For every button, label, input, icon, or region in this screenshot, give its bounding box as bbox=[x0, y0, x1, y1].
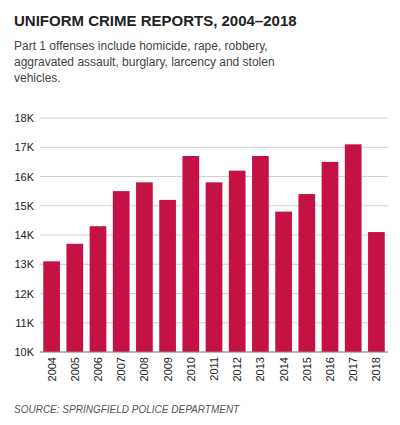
x-tick-label: 2004 bbox=[46, 357, 58, 381]
source: SOURCE: SPRINGFIELD POLICE DEPARTMENT bbox=[14, 404, 240, 415]
x-tick-label: 2010 bbox=[185, 357, 197, 381]
bar bbox=[206, 182, 223, 352]
x-tick-label: 2009 bbox=[162, 357, 174, 381]
x-tick-label: 2017 bbox=[347, 357, 359, 381]
chart: UNIFORM CRIME REPORTS, 2004–2018 Part 1 o… bbox=[0, 0, 400, 425]
y-tick-label: 12K bbox=[14, 288, 34, 300]
y-tick-label: 17K bbox=[14, 141, 34, 153]
x-tick-label: 2007 bbox=[115, 357, 127, 381]
x-tick-label: 2015 bbox=[301, 357, 313, 381]
bar bbox=[182, 156, 199, 352]
y-tick-label: 16K bbox=[14, 171, 34, 183]
grid-line bbox=[40, 352, 388, 353]
grid-line bbox=[40, 118, 388, 119]
x-tick-label: 2012 bbox=[231, 357, 243, 381]
title: UNIFORM CRIME REPORTS, 2004–2018 bbox=[14, 12, 297, 29]
x-tick-label: 2018 bbox=[370, 357, 382, 381]
bar bbox=[66, 244, 83, 352]
bar bbox=[43, 261, 60, 352]
x-tick-label: 2006 bbox=[92, 357, 104, 381]
x-tick-label: 2014 bbox=[278, 357, 290, 381]
x-axis-line bbox=[40, 352, 388, 353]
x-tick-label: 2008 bbox=[138, 357, 150, 381]
bar bbox=[90, 226, 107, 352]
bar bbox=[275, 212, 292, 352]
y-tick-label: 11K bbox=[15, 317, 34, 329]
y-tick-label: 10K bbox=[14, 346, 34, 358]
y-tick-label: 14K bbox=[14, 229, 34, 241]
bar bbox=[229, 171, 246, 352]
bar bbox=[136, 182, 153, 352]
x-tick-label: 2016 bbox=[324, 357, 336, 381]
x-tick-label: 2011 bbox=[208, 357, 220, 381]
bar bbox=[159, 200, 176, 352]
bar bbox=[252, 156, 269, 352]
grid bbox=[40, 118, 388, 352]
y-tick-label: 18K bbox=[14, 112, 34, 124]
bar bbox=[113, 191, 130, 352]
grid-line bbox=[40, 147, 388, 148]
x-tick-label: 2005 bbox=[69, 357, 81, 381]
bar bbox=[322, 162, 339, 352]
bar bbox=[345, 144, 362, 352]
y-tick-label: 15K bbox=[14, 200, 34, 212]
bar bbox=[368, 232, 385, 352]
bar bbox=[298, 194, 315, 352]
subtitle: Part 1 offenses include homicide, rape, … bbox=[14, 39, 275, 85]
x-tick-label: 2013 bbox=[254, 357, 266, 381]
y-tick-label: 13K bbox=[14, 258, 34, 270]
bars bbox=[43, 144, 385, 352]
